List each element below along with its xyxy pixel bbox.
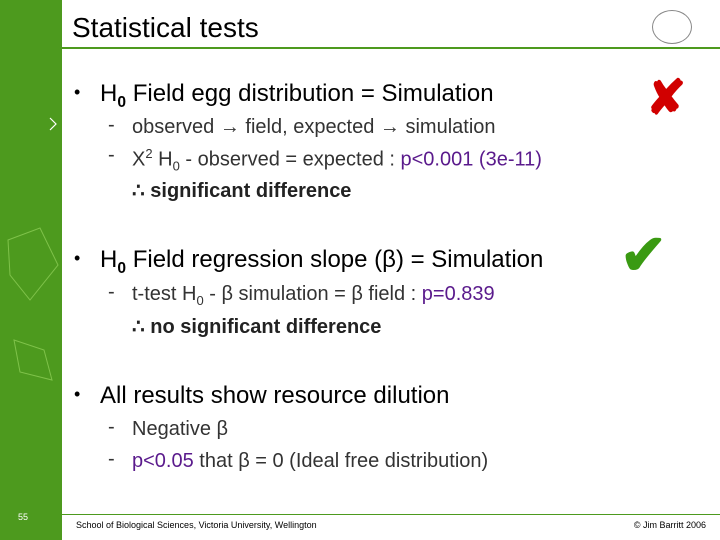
footer-copyright: © Jim Barritt 2006 bbox=[633, 520, 706, 530]
sub-bullet-ideal-free: - p<0.05 that β = 0 (Ideal free distribu… bbox=[108, 448, 489, 473]
sub-bullet-text: - observed = expected : bbox=[179, 148, 401, 171]
university-logo bbox=[652, 10, 692, 44]
bullet-resource-dilution: • All results show resource dilution bbox=[74, 382, 450, 410]
title-divider bbox=[62, 47, 720, 49]
bullet-dot: • bbox=[74, 82, 81, 102]
h-subscript: 0 bbox=[172, 158, 180, 174]
h-label: H bbox=[152, 148, 173, 171]
chi-superscript: 2 bbox=[145, 146, 153, 161]
bullet-dot: • bbox=[74, 384, 81, 404]
bullet-text: Field egg distribution = Simulation bbox=[126, 80, 494, 107]
dash-marker: - bbox=[108, 144, 115, 166]
bullet-text: Field regression slope (β) = Simulation bbox=[126, 246, 544, 273]
sidebar-decoration bbox=[7, 117, 59, 381]
sub-bullet-text: t-test H bbox=[132, 283, 197, 305]
sub-bullet-text: - β simulation = β field : bbox=[203, 283, 422, 305]
h-subscript: 0 bbox=[196, 293, 204, 308]
sub-bullet-t-test: - t-test H0 - β simulation = β field : p… bbox=[108, 281, 495, 308]
conclusion-not-significant: ∴ no significant difference bbox=[132, 316, 382, 338]
bullet-h0-egg-distribution: • H0 Field egg distribution = Simulation bbox=[74, 80, 494, 112]
sub-bullet-text: observed → field, expected → simulation bbox=[132, 116, 496, 138]
dash-marker: - bbox=[108, 448, 115, 470]
sub-bullet-text: Negative β bbox=[132, 418, 228, 440]
dash-marker: - bbox=[108, 281, 115, 303]
bullet-text: All results show resource dilution bbox=[100, 382, 450, 409]
slide-sidebar: 55 bbox=[0, 0, 62, 540]
p-value: p=0.839 bbox=[421, 283, 495, 305]
slide-title: Statistical tests bbox=[72, 12, 259, 43]
h-subscript: 0 bbox=[117, 93, 127, 111]
p-value: p<0.05 bbox=[132, 450, 194, 472]
h-label: H bbox=[100, 246, 118, 273]
footer-institution: School of Biological Sciences, Victoria … bbox=[76, 520, 317, 530]
pass-check-icon: ✔ bbox=[620, 223, 667, 286]
dash-marker: - bbox=[108, 416, 115, 438]
conclusion-significant: ∴ significant difference bbox=[132, 180, 352, 202]
sub-bullet-negative-beta: - Negative β bbox=[108, 416, 228, 441]
p-value: p<0.001 (3e-11) bbox=[400, 148, 542, 171]
bullet-h0-regression-slope: • H0 Field regression slope (β) = Simula… bbox=[74, 246, 544, 278]
h-label: H bbox=[100, 80, 118, 107]
sub-bullet-observed-expected: - observed → field, expected → simulatio… bbox=[108, 114, 496, 139]
fail-cross-icon: ✘ bbox=[646, 72, 687, 125]
sub-bullet-chi-square: - X2 H0 - observed = expected : p<0.001 … bbox=[108, 144, 542, 174]
sub-bullet-text: that β = 0 (Ideal free distribution) bbox=[193, 450, 489, 472]
bullet-dot: • bbox=[74, 248, 81, 268]
footer-divider bbox=[62, 514, 720, 515]
chi-symbol: X bbox=[132, 148, 146, 171]
slide-number: 55 bbox=[18, 512, 29, 522]
h-subscript: 0 bbox=[117, 259, 127, 277]
dash-marker: - bbox=[108, 114, 115, 136]
